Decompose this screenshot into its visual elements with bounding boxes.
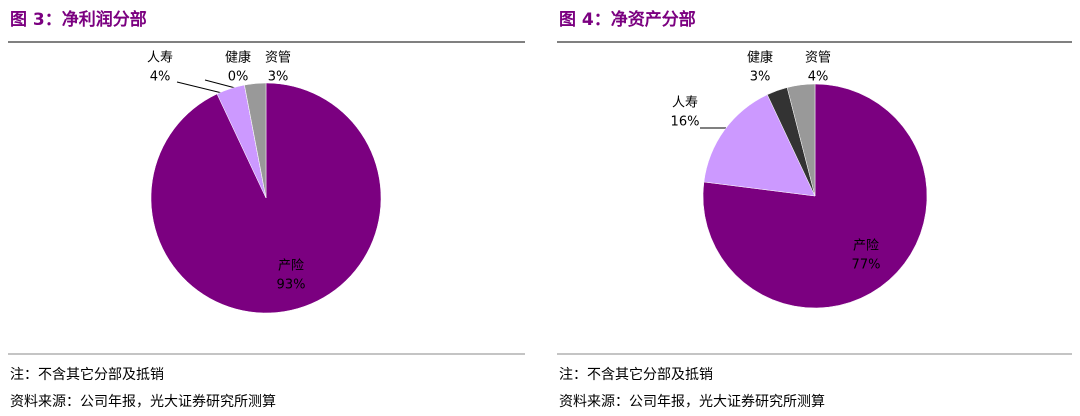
slice-value: 4%: [808, 70, 829, 85]
slice-label: 产险: [278, 259, 304, 274]
slice-value: 3%: [750, 70, 771, 85]
slice-value: 93%: [277, 278, 306, 293]
chart-source: 资料来源：公司年报，光大证券研究所测算: [10, 394, 276, 410]
slice-value: 0%: [228, 70, 249, 85]
pie-slice: [703, 94, 816, 197]
chart-note: 注：不含其它分部及抵销: [10, 366, 164, 383]
leader-line: [176, 81, 223, 94]
slice-label: 健康: [747, 50, 773, 66]
slice-label: 健康: [225, 50, 251, 66]
slice-label: 人寿: [147, 51, 173, 66]
slice-label: 资管: [265, 51, 291, 66]
slice-label: 人寿: [672, 96, 698, 111]
chart-note: 注：不含其它分部及抵销: [559, 366, 713, 383]
slice-label: 资管: [805, 51, 831, 66]
chart-title: 图 4：净资产分部: [559, 9, 696, 30]
slice-value: 4%: [150, 70, 171, 85]
slice-label: 产险: [853, 239, 879, 254]
slice-value: 77%: [852, 258, 881, 273]
slice-value: 3%: [268, 70, 289, 85]
pie-slice: [786, 83, 816, 197]
chart-title: 图 3：净利润分部: [10, 9, 147, 30]
pie-slice: [244, 82, 267, 199]
slice-value: 16%: [671, 115, 700, 130]
chart-source: 资料来源：公司年报，光大证券研究所测算: [559, 394, 825, 410]
